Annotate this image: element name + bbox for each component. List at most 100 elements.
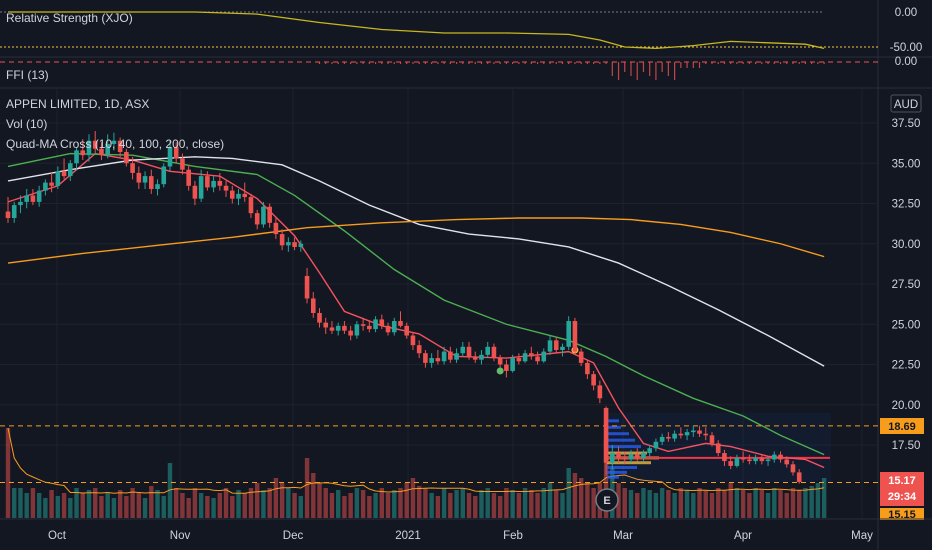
candle-body xyxy=(703,433,709,436)
candle-body xyxy=(286,242,291,246)
volume-bar xyxy=(591,488,596,518)
ffi-bar xyxy=(325,62,327,64)
candle-body xyxy=(161,166,167,185)
volume-bar xyxy=(466,493,472,518)
time-tick-label: 2021 xyxy=(395,530,421,542)
quad-ma-indicator-label[interactable]: Quad-MA Cross (10, 40, 100, 200, close) xyxy=(6,137,224,151)
ffi-bar xyxy=(667,62,669,76)
candle-body xyxy=(591,374,596,386)
volume-bar xyxy=(647,490,652,518)
rs-indicator-label[interactable]: Relative Strength (XJO) xyxy=(6,11,133,25)
candle-body xyxy=(61,171,67,177)
volume-bar xyxy=(797,490,802,518)
volume-bar xyxy=(547,483,553,518)
currency-badge[interactable] xyxy=(890,94,922,113)
candle-body xyxy=(759,457,765,462)
volume-bar xyxy=(43,498,48,518)
ffi-bar xyxy=(418,62,420,64)
volume-bar xyxy=(367,496,372,518)
volume-bar xyxy=(716,488,721,518)
ffi-bar xyxy=(686,62,688,68)
volume-bar xyxy=(628,490,634,518)
candle-body xyxy=(124,151,129,164)
candle-body xyxy=(423,353,428,363)
candle-body xyxy=(441,351,447,362)
volume-bar xyxy=(317,483,322,518)
volume-bar xyxy=(329,493,335,518)
candle-body xyxy=(610,453,615,463)
candle-body xyxy=(111,140,117,144)
ffi-bar xyxy=(455,62,458,64)
candle-body xyxy=(765,459,771,462)
volume-bar xyxy=(435,496,441,518)
candle-body xyxy=(416,345,422,354)
volume-bar xyxy=(423,488,428,518)
chart-title: APPEN LIMITED, 1D, ASX xyxy=(6,97,149,111)
volume-bar xyxy=(111,498,117,518)
candle-body xyxy=(485,346,491,355)
ffi-bar xyxy=(480,62,483,64)
candle-body xyxy=(454,353,459,360)
volume-bar xyxy=(304,458,310,518)
last-price-tag: 15.17 29:34 xyxy=(880,472,924,506)
candle-body xyxy=(205,176,210,188)
price-axis[interactable]: 37.50 35.00 32.50 30.00 27.50 25.00 22.50 20.00… xyxy=(890,7,923,452)
volume-bar xyxy=(622,488,627,518)
ffi-bar xyxy=(642,62,645,72)
candle-body xyxy=(734,457,740,466)
volume-bar xyxy=(55,496,61,518)
ffi-bar xyxy=(530,62,532,64)
candle-body xyxy=(86,140,92,156)
ffi-bar xyxy=(586,62,588,64)
ffi-bar xyxy=(798,62,800,64)
low-price-label: 15.15 xyxy=(888,509,916,521)
volume-bar xyxy=(335,490,341,518)
time-axis[interactable]: Oct Nov Dec 2021 Feb Mar Apr May xyxy=(48,530,873,542)
candle-body xyxy=(173,147,179,159)
ffi-bar xyxy=(505,62,507,64)
ffi-indicator-label[interactable]: FFI (13) xyxy=(6,68,49,82)
ffi-bar xyxy=(674,62,676,80)
ffi-bar xyxy=(593,62,595,64)
candle-body xyxy=(790,464,796,473)
volume-profile-bar xyxy=(607,438,635,442)
volume-bar xyxy=(192,488,198,518)
volume-bar xyxy=(416,486,422,518)
volume-bar xyxy=(722,490,727,518)
volume-bar xyxy=(149,486,154,518)
volume-bar xyxy=(510,490,515,518)
volume-bar xyxy=(473,496,478,518)
volume-profile-bar xyxy=(607,451,647,455)
volume-indicator-label[interactable]: Vol (10) xyxy=(6,117,47,131)
candle-body xyxy=(796,472,802,483)
volume-bar xyxy=(379,488,384,518)
candle-body xyxy=(429,358,434,363)
volume-bar xyxy=(815,483,821,518)
volume-bar xyxy=(298,496,304,518)
candle-body xyxy=(666,436,671,439)
volume-bar xyxy=(248,488,254,518)
candle-body xyxy=(479,354,484,360)
volume-bar xyxy=(784,493,789,518)
volume-bar xyxy=(230,496,235,518)
volume-bar xyxy=(80,493,85,518)
volume-bar xyxy=(242,493,247,518)
ffi-bar xyxy=(692,62,694,68)
earnings-marker[interactable] xyxy=(595,488,619,512)
candle-body xyxy=(24,195,29,202)
ffi-bar xyxy=(705,62,707,64)
ffi-bar xyxy=(755,62,757,64)
time-tick-label: Nov xyxy=(170,530,191,542)
volume-bar xyxy=(49,490,54,518)
candle-body xyxy=(379,319,385,326)
ffi-bar xyxy=(599,62,601,64)
candle-body xyxy=(360,324,366,326)
volume-profile-bar xyxy=(607,466,637,470)
time-tick-label: Mar xyxy=(613,530,633,542)
candle-body xyxy=(385,325,391,333)
volume-bar xyxy=(410,478,416,518)
horizontal-levels xyxy=(0,425,878,484)
candle-body xyxy=(553,340,559,351)
candle-body xyxy=(778,454,783,460)
